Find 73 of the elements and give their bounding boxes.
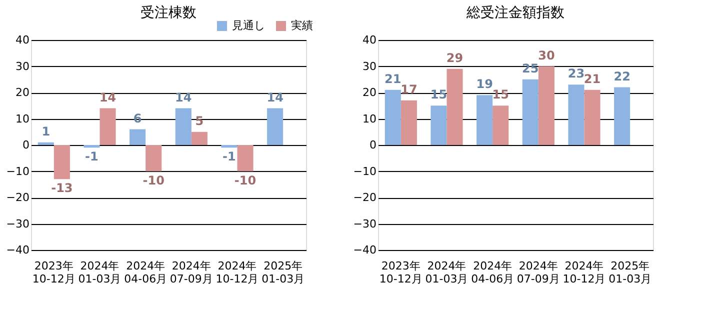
y-tick-label: 10 [362, 112, 376, 126]
data-label: 19 [476, 77, 493, 92]
y-tick-label: 20 [16, 86, 30, 99]
y-tick-label: 0 [22, 138, 30, 152]
y-tick-label: 30 [362, 60, 376, 73]
bar [492, 106, 509, 145]
bar [191, 132, 208, 145]
x-tick-label: 2024年 01-03月 [425, 260, 468, 286]
data-label: -1 [222, 150, 236, 164]
data-label: 21 [584, 72, 601, 86]
bar [430, 106, 447, 145]
data-label: 14 [175, 90, 192, 104]
chart-title: 総受注金額指数 [466, 5, 564, 21]
bar [146, 145, 162, 172]
bar [221, 145, 238, 148]
data-label: -13 [51, 181, 73, 196]
data-label: 22 [614, 69, 630, 84]
bar [400, 100, 417, 145]
bar [267, 108, 284, 145]
x-tick-label: 2023年 10-12月 [32, 260, 76, 286]
bar [476, 95, 493, 145]
x-tick-label: 2024年 04-06月 [124, 260, 168, 286]
x-tick-label: 2024年 10-12月 [562, 260, 606, 286]
data-label: 23 [568, 66, 585, 81]
data-label: 29 [446, 50, 464, 65]
y-tick-label: −40 [6, 244, 30, 256]
y-tick-label: −10 [6, 164, 30, 178]
data-label: 1 [42, 124, 50, 138]
y-tick-label: 0 [370, 138, 376, 152]
x-tick-label: 2023年 10-12月 [379, 260, 422, 286]
x-tick-label: 2024年 10-12月 [216, 260, 259, 286]
y-tick-label: −30 [353, 217, 376, 230]
data-label: -10 [142, 173, 164, 188]
data-label: -10 [234, 173, 256, 188]
y-tick-label: 20 [362, 86, 376, 99]
y-tick-label: −40 [353, 244, 376, 256]
bar [384, 90, 401, 145]
y-tick-label: 10 [16, 112, 30, 126]
legend-label: 見通し [232, 19, 265, 32]
x-tick-label: 2024年 07-09月 [170, 260, 213, 286]
data-label: 17 [400, 82, 418, 96]
bar [54, 145, 70, 180]
bar [446, 68, 463, 145]
y-tick-label: 30 [16, 60, 30, 73]
bar [237, 145, 254, 172]
bar [38, 142, 54, 145]
bar [568, 84, 584, 145]
y-tick-label: 40 [362, 34, 376, 46]
x-tick-label: 2025年 01-03月 [608, 260, 652, 286]
data-label: 14 [99, 90, 116, 104]
y-tick-label: −20 [353, 191, 376, 204]
bar [130, 129, 146, 145]
data-label: 30 [538, 48, 555, 62]
x-tick-label: 2024年 07-09月 [516, 260, 560, 286]
bar [538, 66, 554, 145]
bar [522, 79, 538, 145]
data-label: 14 [266, 90, 284, 104]
y-tick-label: −10 [353, 164, 376, 178]
legend-label: 実績 [291, 19, 313, 32]
y-tick-label: 40 [16, 34, 30, 46]
data-label: 21 [384, 72, 402, 86]
bar [614, 87, 630, 145]
y-tick-label: −20 [6, 191, 30, 204]
chart-title: 受注棟数 [140, 5, 196, 21]
data-label: -1 [85, 150, 98, 164]
bar [584, 90, 600, 145]
x-tick-label: 2025年 01-03月 [262, 260, 305, 286]
y-tick-label: −30 [6, 217, 30, 230]
x-tick-label: 2024年 01-03月 [78, 260, 122, 286]
bar [100, 108, 116, 145]
bar [175, 108, 192, 145]
bar [84, 145, 100, 148]
x-tick-label: 2024年 04-06月 [471, 260, 514, 286]
